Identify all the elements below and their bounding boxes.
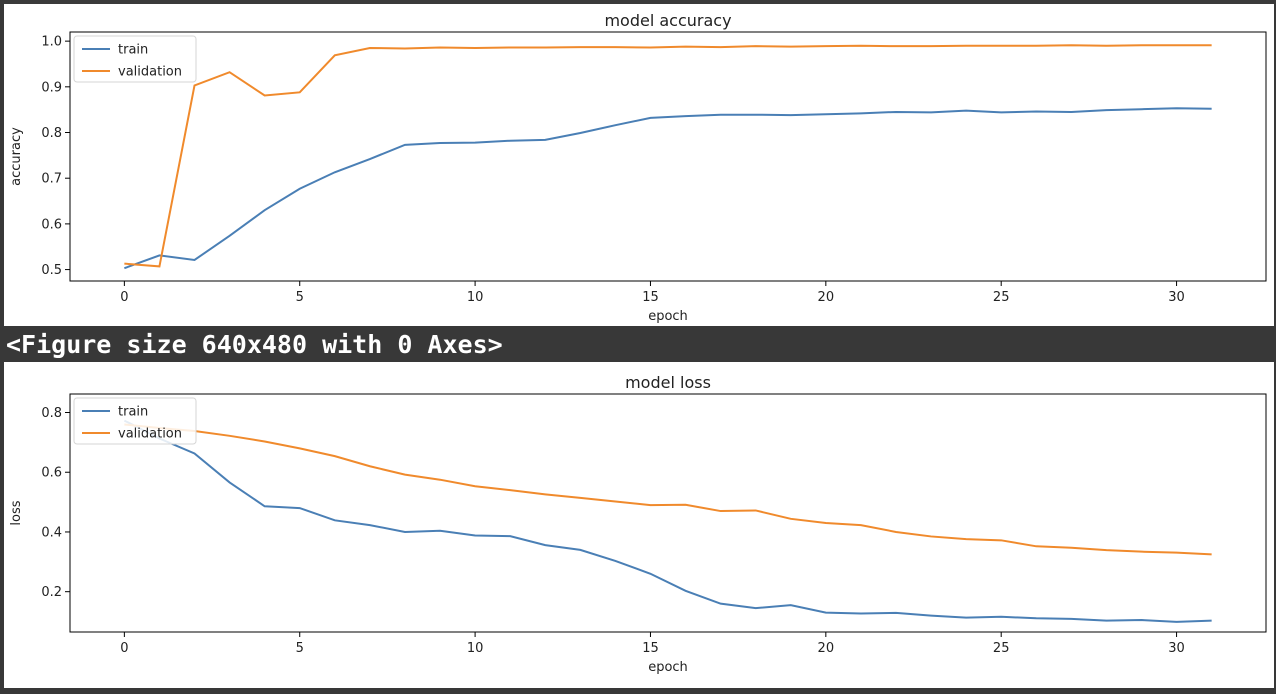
y-tick-label: 0.7 <box>41 172 62 187</box>
y-tick-label: 0.8 <box>41 406 62 421</box>
x-tick-label: 5 <box>296 290 304 305</box>
y-tick-label: 0.4 <box>41 525 62 540</box>
y-tick-label: 0.6 <box>41 466 62 481</box>
x-tick-label: 0 <box>120 641 128 656</box>
y-axis-label: loss <box>9 500 24 525</box>
accuracy-figure: model accuracy 0 5 10 15 20 25 30 0.5 0.6 0.7 0.8 0.… <box>4 4 1274 326</box>
y-axis-label: accuracy <box>9 127 24 186</box>
legend: train validation <box>73 397 197 445</box>
y-tick-label: 0.5 <box>41 263 62 278</box>
series-line-validation <box>124 44 1212 268</box>
plot-frame <box>69 31 1267 282</box>
x-tick-label: 15 <box>642 641 659 656</box>
x-tick-label: 15 <box>642 290 659 305</box>
plot-frame <box>69 393 1267 633</box>
series-line-validation <box>124 423 1212 556</box>
legend-label-validation: validation <box>118 65 182 80</box>
y-tick-label: 0.6 <box>41 217 62 232</box>
x-tick-label: 30 <box>1168 641 1185 656</box>
y-tick-label: 0.8 <box>41 126 62 141</box>
x-tick-label: 10 <box>467 290 484 305</box>
x-tick-label: 5 <box>296 641 304 656</box>
series-line-train <box>123 419 1212 623</box>
y-tick-label: 0.9 <box>41 80 62 95</box>
loss-figure: model loss 0 5 10 15 20 25 30 0.2 0.4 0.6 0.8 epoch l… <box>4 362 1274 688</box>
x-axis-label: epoch <box>648 660 688 675</box>
series-line-train <box>124 107 1212 270</box>
loss-chart: model loss 0 5 10 15 20 25 30 0.2 0.4 0.6 0.8 epoch l… <box>9 373 1267 675</box>
y-tick-label: 0.2 <box>41 585 62 600</box>
x-tick-label: 25 <box>993 641 1010 656</box>
x-tick-label: 10 <box>467 641 484 656</box>
legend-label-train: train <box>118 405 148 420</box>
accuracy-chart: model accuracy 0 5 10 15 20 25 30 0.5 0.6 0.7 0.8 0.… <box>9 11 1267 324</box>
x-tick-label: 20 <box>818 290 835 305</box>
x-tick-label: 20 <box>818 641 835 656</box>
legend-label-train: train <box>118 43 148 58</box>
chart-title: model loss <box>625 373 711 392</box>
x-tick-label: 30 <box>1168 290 1185 305</box>
x-axis-label: epoch <box>648 309 688 324</box>
x-tick-label: 0 <box>120 290 128 305</box>
x-tick-label: 25 <box>993 290 1010 305</box>
legend-label-validation: validation <box>118 427 182 442</box>
y-tick-label: 1.0 <box>41 35 62 50</box>
top-strip <box>0 0 1276 4</box>
legend: train validation <box>73 35 197 83</box>
figure-output-text: <Figure size 640x480 with 0 Axes> <box>0 326 1276 362</box>
chart-title: model accuracy <box>604 11 731 30</box>
